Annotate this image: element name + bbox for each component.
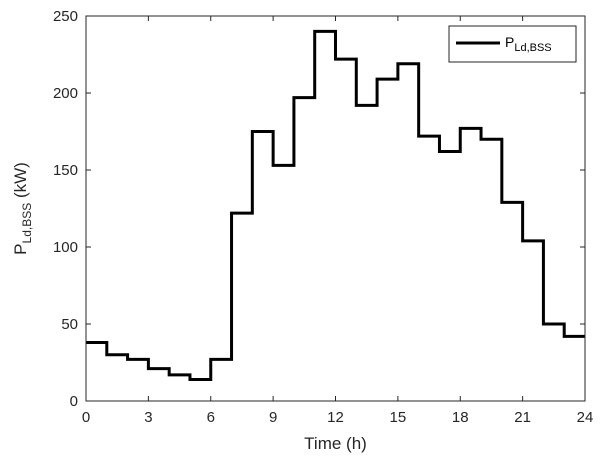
x-tick-label: 18 (452, 409, 469, 426)
y-axis-title: PLd,BSS (kW) (11, 162, 34, 255)
legend-label-main: P (505, 34, 514, 50)
x-tick-label: 15 (390, 409, 407, 426)
axis-ticks: 0 3 6 9 12 15 18 21 24 0 50 100 150 200 250 (53, 8, 593, 426)
x-tick-label: 21 (514, 409, 531, 426)
x-tick-label: 9 (269, 409, 277, 426)
y-axis-title-sub: Ld,BSS (20, 203, 34, 244)
legend-label-sub: Ld,BSS (514, 42, 551, 54)
y-tick-label: 100 (53, 239, 78, 256)
y-tick-label: 0 (70, 393, 78, 410)
series-line-0 (86, 29, 585, 381)
y-tick-label: 150 (53, 162, 78, 179)
y-axis-title-unit: (kW) (11, 162, 30, 203)
x-axis-title: Time (h) (304, 434, 367, 453)
y-tick-label: 250 (53, 8, 78, 25)
x-tick-label: 3 (144, 409, 152, 426)
x-tick-label: 12 (327, 409, 344, 426)
x-tick-label: 24 (577, 409, 594, 426)
y-tick-label: 200 (53, 85, 78, 102)
y-tick-label: 50 (61, 316, 78, 333)
x-tick-label: 6 (207, 409, 215, 426)
legend-label: PLd,BSS (505, 34, 552, 54)
legend: PLd,BSS (448, 25, 577, 63)
y-axis-title-main: P (11, 243, 30, 254)
x-tick-label: 0 (82, 409, 90, 426)
